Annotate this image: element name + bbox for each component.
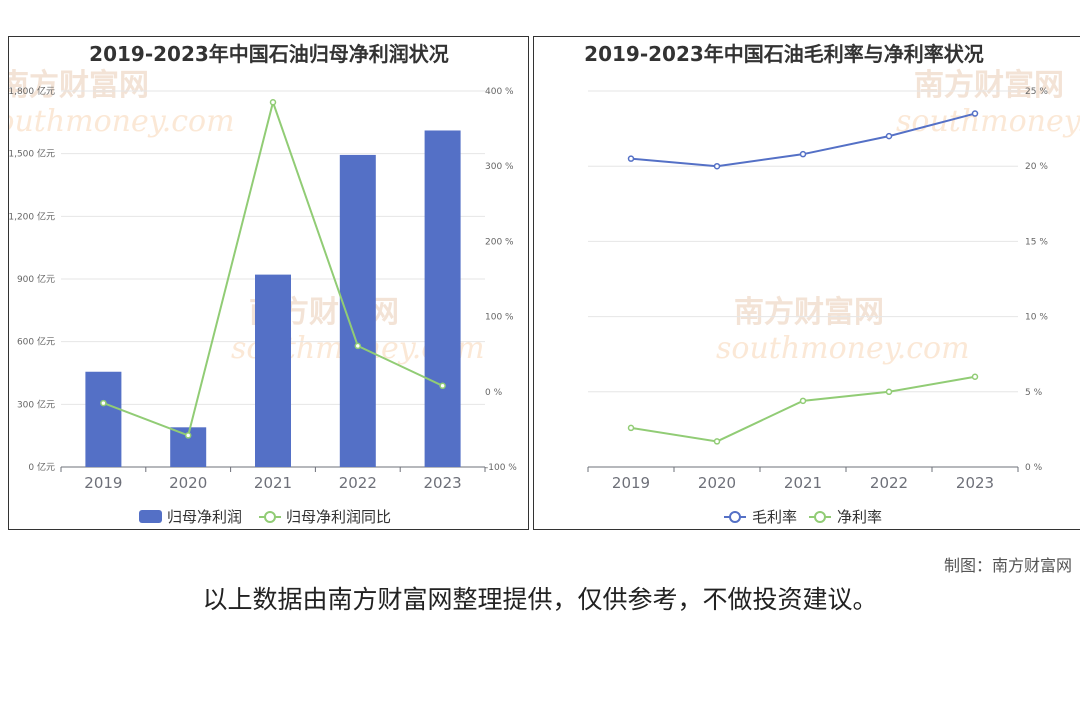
point-yoy-2019	[100, 399, 107, 407]
legend-marker-毛利率	[729, 511, 741, 523]
point-净利率-2022	[885, 388, 893, 396]
disclaimer-text: 以上数据由南方财富网整理提供，仅供参考，不做投资建议。	[202, 585, 878, 614]
legend-marker-净利率	[814, 511, 826, 523]
point-净利率-2019	[627, 424, 635, 432]
y-right-tick-label: 200 %	[485, 237, 514, 247]
watermark-cn: 南方财富网	[914, 68, 1064, 103]
watermark-cn: 南方财富网	[9, 68, 149, 103]
y-left-tick-label: 600 亿元	[17, 336, 55, 348]
legend-label-毛利率: 毛利率	[752, 508, 797, 526]
point-毛利率-2022	[885, 132, 893, 140]
y-right-tick-label: 300 %	[485, 162, 514, 172]
y-right-tick-label: 10 %	[1025, 313, 1048, 323]
x-tick-label: 2020	[169, 474, 207, 492]
point-净利率-2020	[713, 438, 721, 445]
x-tick-label: 2023	[424, 474, 462, 492]
profit-chart: 南方财富网southmoney.com南方财富网southmoney.com20…	[9, 42, 517, 526]
y-left-tick-label: 1,200 亿元	[9, 210, 55, 222]
chart-title: 2019-2023年中国石油归母净利润状况	[89, 42, 449, 66]
legend-line-marker	[264, 511, 276, 523]
y-left-tick-label: 0 亿元	[28, 461, 55, 473]
point-yoy-2020	[184, 432, 192, 439]
y-right-tick-label: 20 %	[1025, 162, 1048, 172]
x-tick-label: 2021	[254, 474, 292, 492]
point-毛利率-2023	[971, 110, 979, 117]
y-left-tick-label: 1,500 亿元	[9, 148, 55, 160]
y-right-tick-label: 0 %	[485, 388, 503, 398]
legend-bar-label: 归母净利润	[167, 508, 242, 526]
y-right-tick-label: 400 %	[485, 87, 514, 97]
legend-bar-swatch	[139, 510, 162, 523]
margin-chart: 南方财富网southmoney.com南方财富网southmoney.com20…	[584, 42, 1080, 526]
profit-chart-panel: 南方财富网southmoney.com南方财富网southmoney.com20…	[8, 36, 529, 530]
legend-label-净利率: 净利率	[837, 508, 882, 526]
legend-line-label: 归母净利润同比	[286, 508, 391, 526]
watermark-en: southmoney.com	[9, 104, 235, 139]
y-right-tick-label: 0 %	[1025, 463, 1043, 473]
y-left-tick-label: 300 亿元	[17, 398, 55, 410]
x-tick-label: 2021	[784, 474, 822, 492]
point-净利率-2023	[971, 373, 979, 381]
x-tick-label: 2023	[956, 474, 994, 492]
y-right-tick-label: 5 %	[1025, 388, 1043, 398]
watermark-en: southmoney.com	[896, 104, 1080, 139]
point-净利率-2021	[799, 397, 807, 405]
point-毛利率-2020	[713, 162, 721, 170]
point-毛利率-2019	[627, 155, 635, 162]
chart-credit: 制图：南方财富网	[943, 556, 1072, 575]
y-left-tick-label: 1,800 亿元	[9, 85, 55, 97]
y-right-tick-label: 25 %	[1025, 87, 1048, 97]
x-tick-label: 2019	[612, 474, 650, 492]
x-tick-label: 2022	[870, 474, 908, 492]
point-yoy-2023	[439, 382, 446, 390]
y-right-tick-label: 15 %	[1025, 237, 1048, 247]
point-yoy-2022	[354, 342, 362, 350]
y-right-tick-label: 100 %	[485, 313, 514, 323]
point-毛利率-2021	[799, 150, 807, 158]
x-tick-label: 2022	[339, 474, 377, 492]
margin-chart-panel: 南方财富网southmoney.com南方财富网southmoney.com20…	[533, 36, 1080, 530]
bar-2023	[424, 130, 461, 467]
series-line-净利率	[630, 375, 976, 443]
watermark-en: southmoney.com	[716, 331, 970, 366]
watermark-cn: 南方财富网	[734, 295, 884, 330]
bar-2019	[85, 371, 122, 467]
chart-title: 2019-2023年中国石油毛利率与净利率状况	[584, 42, 984, 66]
y-right-tick-label: -100 %	[485, 463, 517, 473]
y-left-tick-label: 900 亿元	[17, 273, 55, 285]
x-tick-label: 2019	[84, 474, 122, 492]
point-yoy-2021	[269, 99, 277, 106]
bar-2021	[255, 274, 291, 467]
x-tick-label: 2020	[698, 474, 736, 492]
